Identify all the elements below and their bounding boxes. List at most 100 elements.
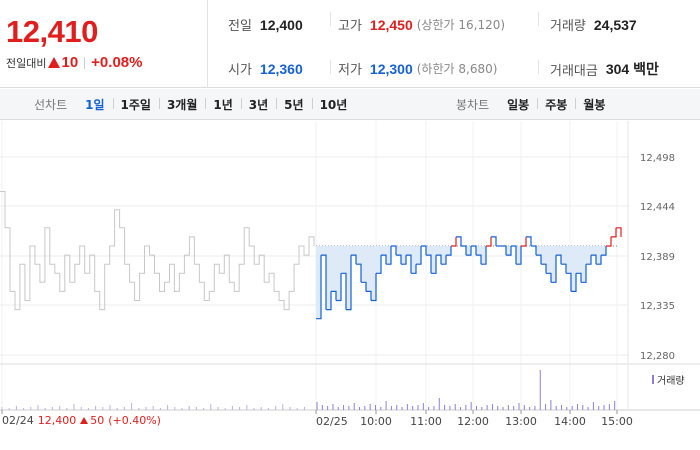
today-price-segment	[561, 263, 567, 274]
change-percent: +0.08%	[91, 54, 143, 71]
volume-legend-swatch	[652, 375, 654, 384]
prev-day-date: 02/24	[2, 414, 34, 427]
candle-daily-button[interactable]: 일봉	[507, 98, 530, 112]
stat-open: 시가 12,360	[228, 60, 303, 79]
y-tick-label: 12,389	[640, 252, 675, 263]
current-price: 12,410	[6, 14, 98, 49]
today-price-segment	[611, 227, 617, 238]
divider	[330, 12, 331, 26]
period-1day-button[interactable]: 1일	[85, 98, 105, 112]
period-3month-button[interactable]: 3개월	[158, 96, 205, 113]
today-price-segment	[476, 254, 482, 265]
today-price-segment	[316, 255, 322, 320]
divider	[84, 56, 86, 69]
today-price-segment	[531, 245, 537, 256]
today-price-segment	[466, 246, 472, 256]
today-price-segment	[526, 236, 532, 246]
today-price-segment	[366, 290, 372, 301]
today-price-segment	[426, 254, 432, 274]
today-price-segment	[336, 273, 342, 302]
today-price-segment	[381, 254, 387, 265]
today-price-segment	[401, 255, 407, 265]
prev-day-info: 02/24 12,400 50 (+0.40%)	[2, 414, 165, 427]
today-price-segment	[521, 236, 527, 247]
candle-monthly-button[interactable]: 월봉	[575, 96, 613, 113]
price-chart[interactable]: 12,498 12,444 12,389 12,335 12,280 02/25 10:00…	[0, 121, 700, 450]
candle-chart-label: 봉차트	[456, 98, 490, 112]
chart-canvas[interactable]: 12,498 12,444 12,389 12,335 12,280 02/25 10:00…	[0, 121, 700, 450]
today-price-segment	[581, 264, 587, 283]
today-price-segment	[506, 246, 512, 256]
today-price-segment	[331, 290, 337, 301]
today-price-segment	[471, 245, 477, 256]
today-price-segment	[441, 255, 447, 265]
x-tick-label: 11:00	[410, 415, 442, 428]
period-3year-button[interactable]: 3년	[240, 96, 276, 113]
stat-volume: 거래량 24,537	[550, 16, 637, 35]
period-5year-button[interactable]: 5년	[276, 96, 311, 113]
today-price-segment	[591, 254, 597, 265]
today-price-segment	[541, 263, 547, 274]
candle-chart-period-group: 봉차트 일봉 주봉 월봉	[456, 89, 613, 120]
quote-header: 12,410 전일대비 10 +0.08% 전일 12,400 고가 12,45…	[0, 0, 700, 88]
today-price-segment	[376, 255, 382, 274]
today-price-segment	[601, 246, 607, 256]
change-row: 전일대비 10 +0.08%	[6, 54, 142, 71]
today-price-segment	[341, 272, 347, 310]
period-10year-button[interactable]: 10년	[311, 96, 356, 113]
today-price-segment	[491, 236, 497, 246]
today-price-segment	[486, 236, 492, 247]
y-tick-label: 12,444	[640, 202, 675, 213]
y-tick-label: 12,335	[640, 301, 675, 312]
period-1week-button[interactable]: 1주일	[112, 96, 159, 113]
today-price-segment	[406, 254, 412, 274]
x-tick-label: 15:00	[601, 415, 633, 428]
today-price-segment	[351, 254, 357, 265]
y-tick-label: 12,280	[640, 351, 675, 362]
today-price-segment	[461, 245, 467, 256]
period-1year-button[interactable]: 1년	[205, 96, 240, 113]
today-price-segment	[556, 254, 562, 265]
prev-day-price-line	[0, 191, 315, 311]
divider	[330, 60, 331, 74]
chart-toolbar: 선차트 1일 1주일 3개월 1년 3년 5년 10년 봉차트 일봉 주봉 월봉	[0, 89, 700, 120]
today-price-segment	[386, 246, 392, 265]
volume-legend: 거래량	[652, 372, 685, 387]
stat-prev-close: 전일 12,400	[228, 16, 303, 35]
candle-weekly-button[interactable]: 주봉	[537, 96, 575, 113]
today-price-segment	[456, 236, 462, 246]
today-price-segment	[361, 281, 367, 292]
prev-day-change: 50	[90, 414, 105, 427]
up-triangle-icon	[80, 417, 89, 424]
stat-low: 저가 12,300 (하한가 8,680)	[338, 60, 498, 79]
today-price-segment	[576, 272, 582, 283]
x-tick-label: 12:00	[457, 415, 489, 428]
today-price-segment	[371, 273, 377, 302]
today-price-segment	[501, 245, 507, 256]
prev-day-price: 12,400	[37, 414, 77, 427]
line-chart-period-group: 선차트 1일 1주일 3개월 1년 3년 5년 10년	[34, 89, 355, 120]
today-price-segment	[481, 246, 487, 265]
today-price-segment	[511, 245, 517, 265]
x-tick-label: 14:00	[554, 415, 586, 428]
today-price-segment	[436, 254, 442, 265]
today-price-segment	[416, 246, 422, 265]
today-price-segment	[566, 272, 572, 292]
x-tick-label: 13:00	[505, 415, 537, 428]
today-price-segment	[326, 291, 332, 311]
y-tick-label: 12,498	[640, 153, 675, 164]
today-price-segment	[606, 236, 612, 247]
up-triangle-icon	[48, 57, 61, 68]
change-value: 10	[61, 54, 79, 71]
today-price-segment	[586, 255, 592, 265]
x-tick-label: 10:00	[360, 415, 392, 428]
stat-high: 고가 12,450 (상한가 16,120)	[338, 16, 506, 35]
today-price-segment	[446, 246, 452, 256]
today-price-segment	[536, 254, 542, 265]
today-price-segment	[346, 255, 352, 311]
today-price-segment	[356, 263, 362, 283]
today-price-segment	[596, 255, 602, 265]
divider	[538, 60, 539, 74]
line-chart-label: 선차트	[34, 98, 68, 112]
divider	[538, 12, 539, 26]
